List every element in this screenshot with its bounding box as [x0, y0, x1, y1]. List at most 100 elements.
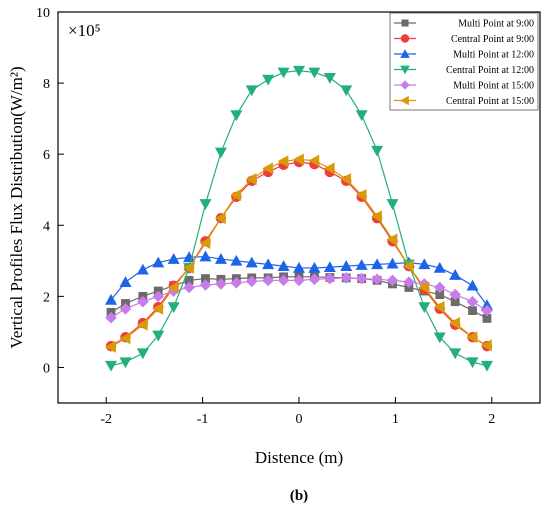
data-point — [245, 275, 258, 288]
data-point — [105, 293, 118, 305]
data-point — [308, 67, 321, 79]
data-point — [184, 275, 194, 285]
data-point — [293, 153, 304, 166]
data-point — [371, 210, 382, 223]
data-point — [136, 263, 149, 275]
plot-layer — [105, 65, 493, 372]
data-point — [152, 290, 165, 303]
data-point — [433, 281, 446, 294]
legend-marker — [400, 34, 410, 43]
series-line — [110, 70, 488, 367]
y-axis-multiplier: ×10⁵ — [68, 21, 101, 40]
data-point — [167, 281, 179, 294]
legend-label: Central Point at 9:00 — [451, 34, 534, 45]
data-point — [433, 301, 445, 314]
data-point — [167, 285, 180, 297]
data-point — [308, 154, 320, 167]
data-point — [466, 357, 479, 369]
data-point — [152, 330, 165, 342]
data-point — [230, 277, 243, 289]
data-point — [293, 274, 305, 287]
legend-entry: Central Point at 12:00 — [394, 65, 534, 76]
data-point — [480, 360, 493, 372]
legend-marker — [400, 65, 410, 75]
data-point — [355, 189, 367, 202]
data-point — [308, 261, 321, 273]
x-tick-label: 2 — [488, 412, 495, 427]
data-point — [262, 258, 275, 270]
data-point — [435, 290, 445, 299]
data-point — [402, 260, 414, 273]
data-point — [403, 276, 415, 288]
data-point — [230, 189, 242, 202]
data-point — [119, 303, 132, 315]
y-tick-label: 8 — [43, 77, 50, 92]
legend-label: Central Point at 15:00 — [446, 96, 534, 107]
data-point — [214, 147, 227, 159]
data-point — [137, 295, 149, 308]
data-point — [199, 199, 212, 210]
data-point — [214, 212, 226, 225]
series-5 — [105, 272, 493, 324]
data-point — [119, 332, 131, 345]
data-point — [183, 281, 195, 294]
data-point — [152, 256, 165, 268]
data-point — [355, 110, 368, 122]
series-6 — [105, 153, 492, 353]
legend-entry: Central Point at 15:00 — [394, 95, 534, 107]
data-point — [245, 173, 257, 186]
y-tick-label: 2 — [43, 290, 50, 305]
y-axis-title: Vertical Profiles Flux Distribution(W/m²… — [7, 66, 26, 348]
data-point — [152, 302, 164, 315]
data-point — [199, 237, 211, 250]
data-point — [323, 261, 336, 273]
data-point — [230, 110, 243, 122]
data-point — [293, 65, 305, 77]
data-point — [136, 348, 149, 360]
legend-marker — [401, 19, 409, 27]
data-point — [386, 274, 399, 287]
data-point — [449, 288, 461, 301]
data-point — [386, 233, 398, 246]
y-tick-label: 4 — [43, 219, 50, 234]
data-point — [340, 260, 353, 271]
data-point — [386, 199, 399, 210]
data-point — [466, 279, 479, 291]
data-point — [355, 272, 368, 285]
legend-label: Multi Point at 9:00 — [458, 19, 534, 30]
data-point — [293, 261, 305, 273]
data-point — [468, 306, 477, 315]
data-point — [386, 257, 399, 269]
legend-marker — [400, 95, 409, 106]
y-tick-label: 6 — [43, 148, 50, 163]
data-point — [105, 340, 116, 353]
data-point — [371, 145, 384, 157]
data-point — [105, 360, 118, 372]
data-point — [340, 85, 353, 97]
y-tick-label: 0 — [43, 361, 50, 376]
legend-entry: Multi Point at 9:00 — [394, 19, 534, 30]
data-point — [183, 261, 194, 274]
data-point — [214, 253, 227, 264]
data-point — [167, 253, 180, 264]
data-point — [340, 173, 352, 186]
legend-entry: Central Point at 9:00 — [394, 34, 534, 45]
x-tick-label: -2 — [100, 412, 112, 427]
data-point — [449, 348, 462, 360]
series-2 — [105, 156, 493, 352]
y-tick-label: 10 — [36, 6, 50, 21]
data-point — [199, 279, 212, 291]
x-tick-label: -1 — [197, 412, 209, 427]
legend: Multi Point at 9:00 Central Point at 9:00… — [389, 12, 539, 111]
data-point — [418, 258, 431, 270]
data-point — [324, 272, 336, 285]
data-point — [418, 302, 431, 314]
data-point — [340, 272, 353, 284]
data-point — [449, 317, 460, 330]
data-point — [245, 256, 258, 268]
legend-marker — [400, 49, 410, 58]
x-tick-label: 1 — [392, 412, 399, 427]
data-point — [199, 250, 212, 262]
data-point — [418, 281, 430, 294]
